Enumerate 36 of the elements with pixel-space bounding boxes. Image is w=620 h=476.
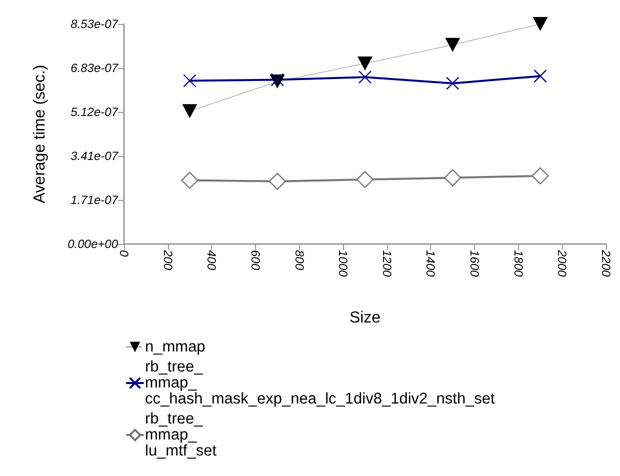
x-tick-label: 1200 [380, 250, 394, 278]
point [270, 73, 284, 86]
point [268, 172, 286, 190]
x-tick-label: 1000 [336, 250, 350, 278]
x-axis-title: Size [349, 310, 381, 326]
y-tick-label: 1.71e-07 [70, 192, 120, 207]
y-tick-label: 5.12e-07 [70, 104, 120, 119]
x-tick-label: 400 [204, 250, 219, 270]
y-tick-label: 0.00e+00 [68, 237, 118, 251]
x-tick-label: 1400 [424, 250, 438, 278]
point [181, 172, 198, 189]
x-tick-label: 2000 [555, 249, 570, 278]
y-axis-title: Average time (sec.) [32, 64, 48, 204]
point [445, 38, 460, 52]
point [446, 76, 460, 90]
y-tick-label: 6.83e-07 [70, 60, 120, 75]
legend-label: rb_tree_ mmap_ lu_mtf_set [145, 410, 218, 460]
point [532, 17, 548, 31]
x-tick-label: 0 [117, 250, 131, 257]
point [358, 70, 372, 84]
legend-label: n_mmap [145, 338, 206, 356]
point [183, 74, 196, 88]
y-tick-label: 3.41e-07 [70, 149, 120, 164]
x-tick-label: 1800 [511, 250, 526, 278]
x-tick-label: 1600 [468, 250, 482, 278]
point [532, 167, 549, 185]
x-tick-label: 200 [160, 249, 175, 270]
point [358, 56, 372, 70]
y-tick-label: 8.53e-07 [70, 17, 120, 31]
point [444, 169, 462, 186]
x-tick-label: 800 [292, 250, 306, 270]
point [534, 70, 547, 83]
x-tick-label: 600 [248, 250, 262, 270]
point [182, 104, 198, 118]
point [356, 170, 374, 188]
x-tick-label: 2200 [599, 249, 613, 278]
